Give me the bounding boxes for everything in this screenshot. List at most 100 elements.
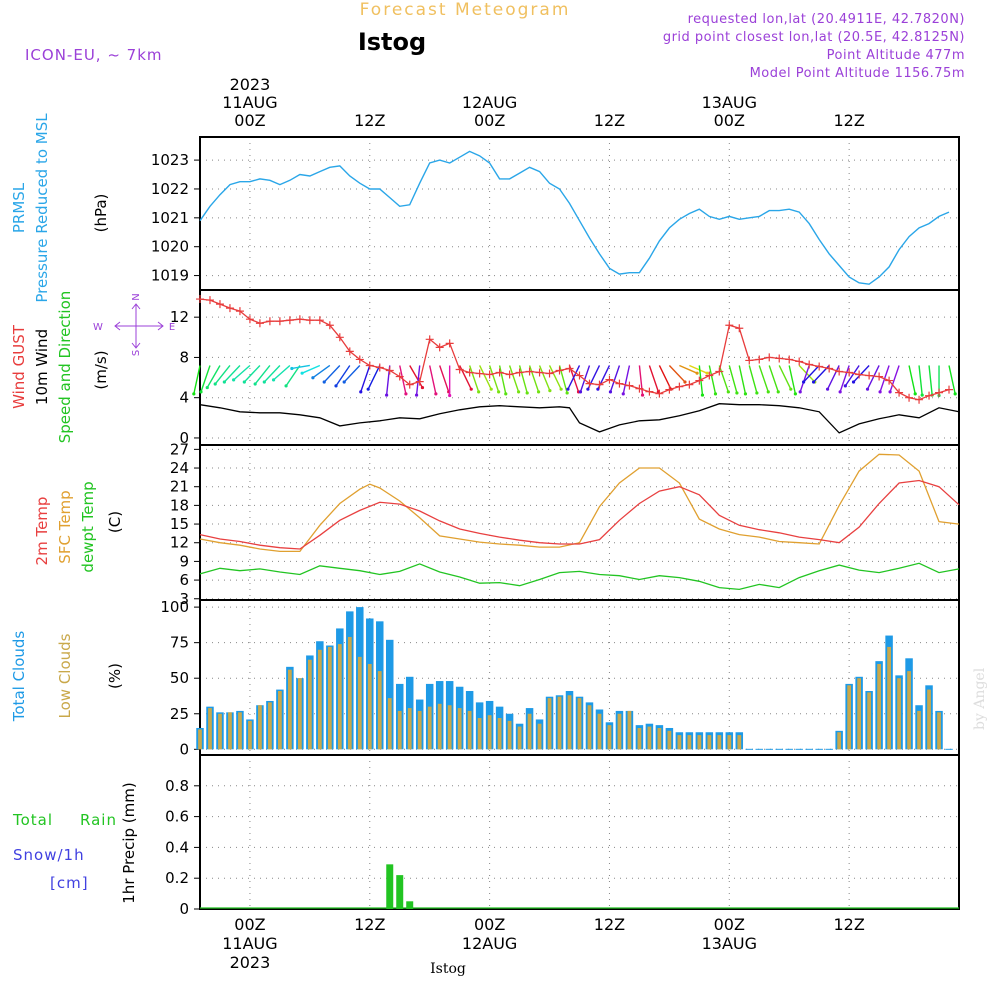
- wind-arrow-head: [497, 390, 501, 394]
- wind-direction-arrow: [285, 365, 301, 387]
- wind-arrow-head: [232, 378, 236, 382]
- wind-arrow-head: [683, 380, 687, 384]
- wind-direction-arrow: [708, 365, 717, 395]
- low-cloud-bar: [238, 712, 242, 750]
- wind-arrow-head: [334, 384, 338, 388]
- wind-direction-arrow: [788, 365, 797, 395]
- wind-direction-arrow: [579, 365, 591, 393]
- wind-arrow-head: [789, 387, 793, 391]
- wind-direction-arrow: [668, 365, 686, 383]
- low-cloud-bar: [497, 718, 502, 750]
- gust-point: [905, 393, 914, 402]
- y-tick-label: 0: [179, 429, 189, 447]
- wind-direction-arrow: [343, 365, 361, 383]
- gust-point: [305, 316, 314, 325]
- wind-arrow-head: [586, 387, 590, 391]
- gust-point: [355, 355, 364, 364]
- rain-bar: [386, 864, 394, 909]
- wind-arrow-head: [359, 390, 363, 394]
- gust-point: [335, 333, 344, 342]
- gust-point: [515, 368, 524, 377]
- wind-arrow-head: [766, 390, 770, 394]
- low-cloud-bar: [507, 720, 512, 750]
- y-tick-label: 1019: [151, 267, 189, 285]
- y-tick-label: 0.8: [165, 777, 189, 795]
- temp-unit: (C): [106, 511, 124, 533]
- low-cloud-bar: [297, 678, 302, 750]
- wind-direction-arrow: [948, 365, 956, 395]
- wind-arrow-head: [300, 371, 304, 375]
- gust-point: [935, 388, 944, 397]
- time-label-bottom: 00Z: [234, 915, 265, 934]
- wind-arrow-head: [838, 390, 842, 394]
- wind-arrow-head: [811, 380, 816, 384]
- low-cloud-bar: [557, 696, 562, 750]
- wind-speed-line: [199, 403, 960, 434]
- wind-direction-arrow: [291, 364, 310, 370]
- gust-point: [725, 321, 734, 330]
- wind-direction-arrow: [648, 365, 660, 393]
- pressure-label: Pressure Reduced to MSL: [33, 113, 51, 303]
- time-label-bottom: 12Z: [354, 915, 385, 934]
- pressure-unit: (hPa): [92, 194, 110, 233]
- y-tick-label: 21: [170, 478, 189, 496]
- wind-arrow-head: [322, 380, 326, 384]
- gust-point: [625, 381, 634, 390]
- gust-point: [765, 353, 774, 362]
- wind-direction-arrow: [908, 365, 916, 395]
- direction-label: Speed and Direction: [56, 291, 74, 444]
- gust-point: [215, 300, 224, 309]
- wind-arrow-head: [489, 387, 493, 391]
- wind-arrow-head: [865, 387, 870, 391]
- gust-point: [695, 376, 704, 385]
- sfc-temp-label: SFC Temp: [56, 490, 74, 563]
- gust-point: [915, 395, 924, 404]
- total-label: Total: [12, 811, 53, 829]
- location-title: Istog: [358, 28, 426, 56]
- low-cloud-bar: [467, 710, 472, 750]
- gust-point: [535, 368, 544, 377]
- wind-direction-arrow: [323, 365, 341, 383]
- low-cloud-bar: [258, 705, 262, 750]
- pressure-panel: PRMSL Pressure Reduced to MSL (hPa) 1019…: [10, 113, 960, 303]
- wind-direction-arrow: [233, 364, 251, 381]
- low-cloud-bar: [527, 713, 532, 750]
- gust-point: [525, 367, 534, 376]
- low-cloud-bar: [597, 713, 602, 750]
- wind-direction-arrow: [803, 365, 820, 383]
- watermark: by Angel: [972, 667, 988, 730]
- low-cloud-bar: [887, 646, 891, 750]
- gust-point: [365, 361, 374, 370]
- low-cloud-bar: [647, 726, 652, 750]
- wind-arrow-head: [578, 390, 583, 394]
- gust-point: [465, 368, 474, 377]
- wind-arrow-head: [700, 393, 705, 397]
- wind-direction-arrow: [826, 365, 840, 390]
- wind-arrow-head: [776, 390, 780, 394]
- wind-arrow-head: [726, 390, 730, 394]
- y-tick-label: 100: [160, 598, 189, 616]
- y-tick-label: 24: [170, 459, 189, 477]
- low-clouds-label: Low Clouds: [56, 633, 74, 718]
- wind-direction-arrow: [638, 365, 644, 396]
- time-label-top: 00Z: [714, 111, 745, 130]
- point-altitude: Point Altitude 477m: [827, 48, 965, 63]
- low-cloud-bar: [637, 727, 642, 750]
- low-cloud-bar: [587, 705, 592, 750]
- wind-arrow-head: [477, 390, 481, 394]
- gust-line: [199, 298, 950, 401]
- gust-point: [865, 371, 874, 380]
- wind-arrow-head: [851, 380, 856, 384]
- wind-arrow-head: [695, 371, 699, 375]
- wind-arrow-head: [311, 376, 315, 380]
- y-tick-label: 1023: [151, 151, 189, 169]
- gust-point: [225, 304, 234, 313]
- total-clouds-label: Total Clouds: [10, 631, 28, 723]
- low-cloud-bar: [327, 646, 332, 750]
- time-label-top: 13AUG: [702, 93, 757, 112]
- gust-point: [475, 369, 484, 378]
- gust-point: [715, 367, 724, 376]
- gust-point: [805, 360, 814, 369]
- y-tick-label: 0: [179, 900, 189, 918]
- gust-point: [585, 379, 594, 388]
